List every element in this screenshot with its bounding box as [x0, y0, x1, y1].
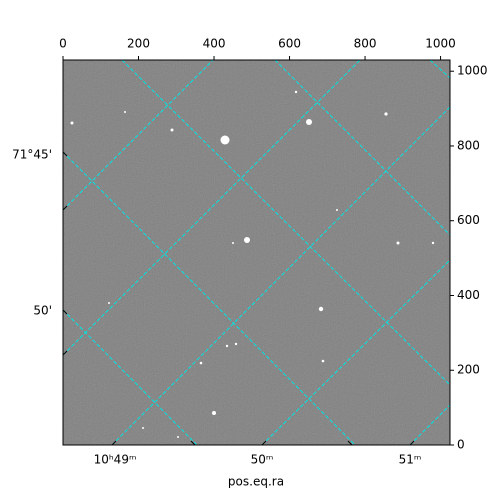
- x-tick-label: 800: [354, 37, 377, 51]
- ra-tick-label: 10ʰ49ᵐ: [94, 453, 137, 467]
- sky-image: [63, 60, 450, 445]
- x-axis-label: pos.eq.ra: [228, 475, 284, 489]
- ra-tick-label: 51ᵐ: [399, 453, 422, 467]
- x-tick-label: 0: [59, 37, 67, 51]
- y-tick-label: 400: [457, 288, 480, 302]
- x-tick-label: 1000: [425, 37, 456, 51]
- x-tick-label: 400: [203, 37, 226, 51]
- ra-tick-label: 50ᵐ: [251, 453, 274, 467]
- y-tick-label: 800: [457, 138, 480, 152]
- y-tick-label: 200: [457, 363, 480, 377]
- y-tick-label: 1000: [457, 64, 488, 78]
- stars: [70, 90, 435, 438]
- dec-tick-label: 50': [33, 304, 52, 318]
- y-tick-label: 600: [457, 213, 480, 227]
- x-tick-label: 600: [278, 37, 301, 51]
- coordinate-grid: [63, 60, 450, 445]
- x-tick-label: 200: [127, 37, 150, 51]
- y-tick-label: 0: [457, 438, 465, 452]
- wcs-ticks: [62, 151, 415, 446]
- axes-frame: [62, 59, 451, 446]
- dec-tick-label: 71°45': [12, 148, 52, 162]
